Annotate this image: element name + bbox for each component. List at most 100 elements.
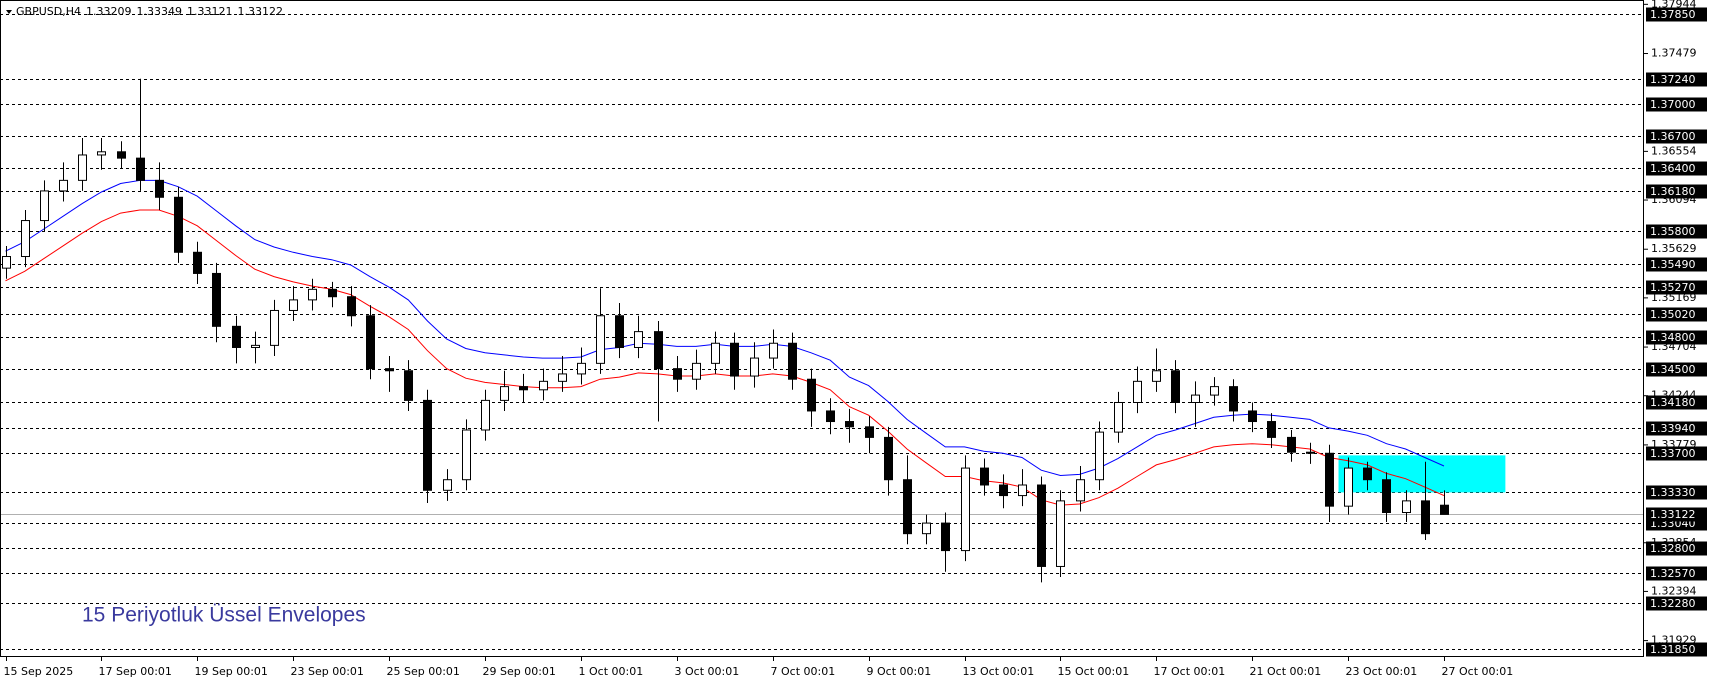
candle-body: [730, 342, 739, 377]
y-tick-label: 1.32394: [1651, 584, 1697, 597]
candle-body: [1306, 451, 1315, 454]
candle-body: [289, 299, 298, 311]
candle-body: [97, 151, 106, 156]
level-label: 1.37240: [1650, 73, 1696, 86]
candle-body: [404, 370, 413, 401]
x-tick-label: 17 Sep 00:01: [99, 665, 172, 678]
symbol: GBPUSD,H4: [16, 5, 81, 18]
level-label: 1.35270: [1650, 281, 1696, 294]
candle-body: [1248, 410, 1257, 423]
candle-body: [654, 331, 663, 370]
candle-body: [347, 296, 356, 317]
level-label-box: [1646, 541, 1707, 556]
level-label-box: [1646, 184, 1707, 199]
candle-body: [596, 315, 605, 364]
level-label-box: [1646, 485, 1707, 500]
candle-body: [961, 467, 970, 552]
candle-body: [251, 344, 260, 348]
x-tick-label: 13 Oct 00:01: [963, 665, 1035, 678]
x-tick-label: 7 Oct 00:01: [771, 665, 836, 678]
candle-body: [1363, 467, 1372, 481]
level-label-box: [1646, 395, 1707, 410]
x-tick-label: 23 Oct 00:01: [1346, 665, 1418, 678]
candle-body: [328, 288, 337, 298]
candle-body: [1421, 500, 1430, 535]
candle-body: [443, 479, 452, 491]
ohlc-value: 1.33122: [237, 5, 283, 18]
x-tick-label: 23 Sep 00:01: [291, 665, 364, 678]
candle-body: [155, 179, 164, 198]
candle-body: [1095, 431, 1104, 481]
candle-body: [903, 479, 912, 535]
candle-body: [692, 362, 701, 380]
candle-body: [1076, 479, 1085, 502]
candle-body: [1267, 421, 1276, 438]
level-label: 1.35490: [1650, 258, 1696, 271]
level-label: 1.35020: [1650, 308, 1696, 321]
level-label-box: [1646, 7, 1707, 22]
bid-label-box: [1646, 507, 1707, 522]
candle-body: [193, 251, 202, 274]
level-label: 1.36180: [1650, 185, 1696, 198]
candle-body: [481, 399, 490, 431]
level-label: 1.36400: [1650, 162, 1696, 175]
plot-frame: [0, 0, 1644, 657]
candle-body: [1152, 370, 1161, 382]
level-label-box: [1646, 446, 1707, 461]
level-label-box: [1646, 224, 1707, 239]
candle-body: [865, 426, 874, 438]
candle-body: [884, 436, 893, 481]
candle-body: [385, 368, 394, 372]
candle-body: [615, 315, 624, 348]
level-label-box: [1646, 280, 1707, 295]
ohlc-value: 1.33121: [187, 5, 233, 18]
candle-body: [558, 373, 567, 382]
candle-body: [500, 386, 509, 401]
candle-body: [308, 288, 317, 301]
candle-body: [826, 410, 835, 423]
candle-body: [2, 256, 11, 269]
candle-body: [750, 357, 759, 377]
candle-body: [1344, 467, 1353, 507]
plot: [2, 78, 1506, 583]
candle-body: [59, 179, 68, 192]
candle-body: [1133, 380, 1142, 403]
candle-body: [1382, 479, 1391, 514]
candle-body: [1191, 394, 1200, 403]
y-tick-label: 1.37944: [1651, 0, 1697, 10]
level-label: 1.32800: [1650, 542, 1696, 555]
level-label: 1.34180: [1650, 396, 1696, 409]
level-label-box: [1646, 596, 1707, 611]
x-tick-label: 15 Oct 00:01: [1058, 665, 1130, 678]
menu-triangle[interactable]: [6, 10, 12, 14]
ohlc-value: 1.33349: [136, 5, 182, 18]
candle-body: [577, 362, 586, 375]
x-tick-label: 21 Oct 00:01: [1250, 665, 1322, 678]
candle-body: [1287, 436, 1296, 453]
candle-body: [1037, 484, 1046, 567]
candle-body: [366, 315, 375, 370]
candle-body: [232, 325, 241, 348]
candle-body: [270, 309, 279, 346]
bid-label: 1.33122: [1650, 508, 1696, 521]
candle-body: [423, 399, 432, 491]
candle-body: [174, 196, 183, 253]
envelope-upper: [5, 179, 1445, 477]
candle-body: [212, 272, 221, 327]
x-tick-label: 25 Sep 00:01: [387, 665, 460, 678]
level-label-box: [1646, 72, 1707, 87]
candle-body: [1171, 370, 1180, 403]
candle-body: [999, 484, 1008, 497]
level-label: 1.36700: [1650, 130, 1696, 143]
level-label: 1.33700: [1650, 447, 1696, 460]
x-tick-label: 15 Sep 2025: [4, 665, 74, 678]
chart-header: GBPUSD,H4 1.33209 1.33349 1.33121 1.33122: [16, 5, 283, 18]
level-label-box: [1646, 257, 1707, 272]
candle-body: [462, 429, 471, 481]
candle-body: [807, 378, 816, 412]
level-label: 1.37000: [1650, 98, 1696, 111]
